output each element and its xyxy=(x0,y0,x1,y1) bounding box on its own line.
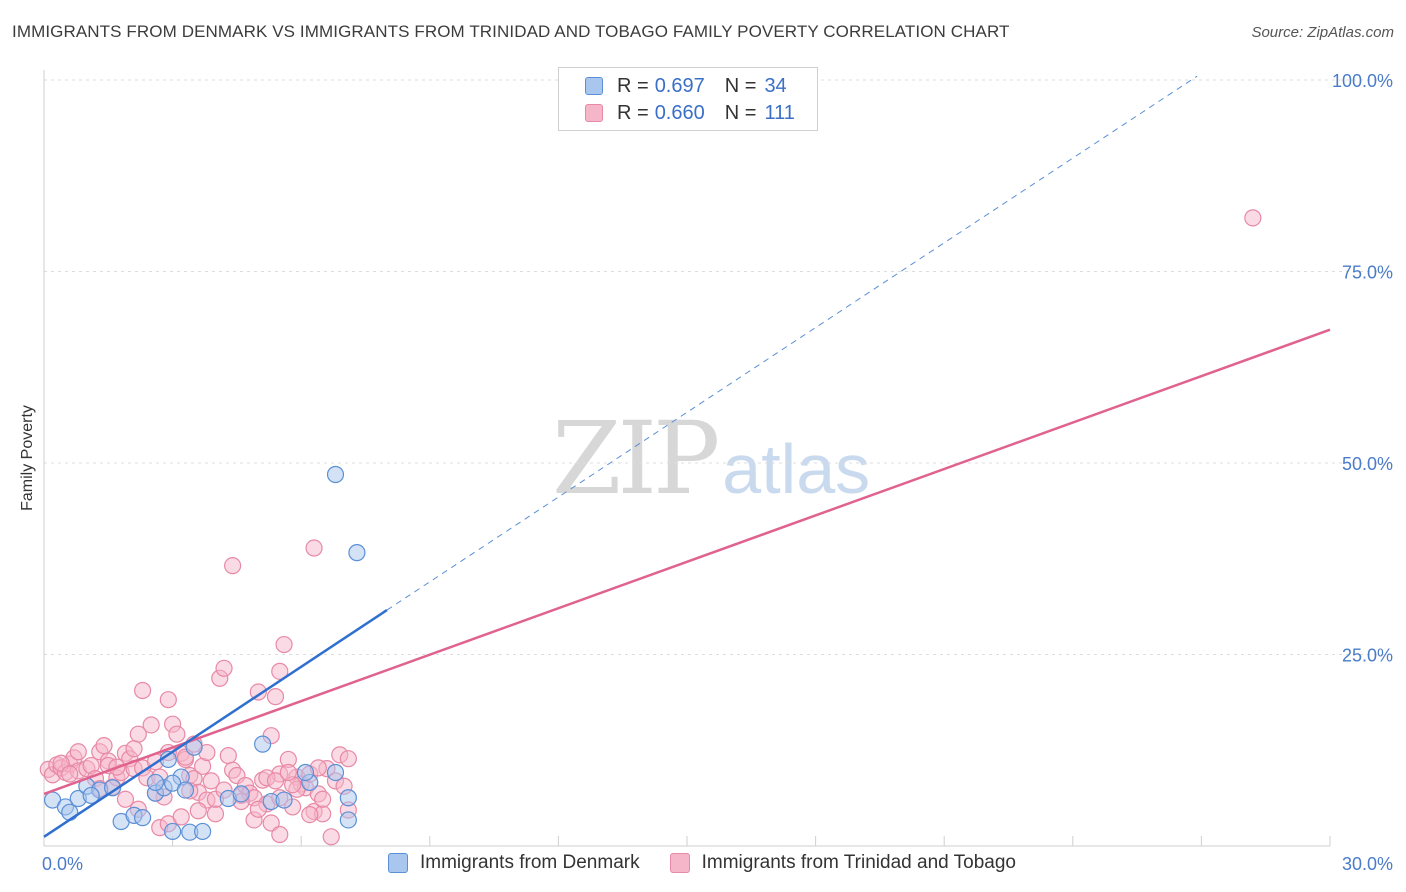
trinidad-point xyxy=(339,750,357,768)
r-value: 0.697 xyxy=(654,74,705,97)
y-tick-label: 75.0% xyxy=(1342,263,1393,283)
denmark-point xyxy=(348,544,366,562)
source-label: Source: ZipAtlas.com xyxy=(1251,24,1394,41)
n-value: 111 xyxy=(764,101,795,124)
trinidad-point xyxy=(266,772,285,790)
legend-row-trinidad: R = 0.660 N = 111 xyxy=(585,100,795,126)
trinidad-point xyxy=(305,539,323,557)
denmark-point xyxy=(296,763,315,782)
y-tick-label: 50.0% xyxy=(1342,454,1393,474)
trinidad-point xyxy=(266,688,285,706)
denmark-point xyxy=(133,809,152,827)
denmark-point xyxy=(275,791,293,809)
trinidad-point xyxy=(172,808,190,826)
denmark-swatch xyxy=(388,853,408,873)
series-legend: Immigrants from Denmark Immigrants from … xyxy=(388,852,1046,874)
trinidad-point xyxy=(133,681,152,700)
trinidad-point xyxy=(159,691,177,709)
trinidad-swatch xyxy=(585,104,603,122)
trinidad-point xyxy=(95,737,113,755)
trinidad-point xyxy=(224,557,242,575)
y-tick-label: 25.0% xyxy=(1342,646,1393,666)
trinidad-point xyxy=(189,802,207,820)
denmark-swatch xyxy=(585,77,603,95)
denmark-trend-line xyxy=(43,609,388,838)
trinidad-point xyxy=(1244,209,1262,227)
n-label: N = xyxy=(724,101,757,124)
legend-item-trinidad[interactable]: Immigrants from Trinidad and Tobago xyxy=(669,852,1016,874)
denmark-point xyxy=(254,735,272,753)
watermark-zip: ZIP xyxy=(552,400,720,517)
trinidad-point xyxy=(69,743,87,761)
legend-label-denmark: Immigrants from Denmark xyxy=(420,852,640,873)
r-label: R = xyxy=(617,101,649,124)
denmark-point xyxy=(103,779,122,797)
trinidad-point xyxy=(262,814,280,832)
denmark-point xyxy=(61,803,79,821)
x-tick-label: 30.0% xyxy=(1342,854,1393,874)
x-tick-label: 0.0% xyxy=(42,854,83,874)
trinidad-point xyxy=(279,763,297,782)
trinidad-point xyxy=(301,805,319,824)
denmark-point xyxy=(164,822,182,841)
denmark-point xyxy=(326,465,345,484)
r-label: R = xyxy=(617,74,649,97)
trinidad-point xyxy=(271,825,289,844)
denmark-point xyxy=(194,822,212,841)
n-value: 34 xyxy=(764,74,787,97)
y-tick-label: 100.0% xyxy=(1332,71,1393,91)
trinidad-point xyxy=(275,635,293,654)
trinidad-point xyxy=(142,716,160,734)
trinidad-point xyxy=(202,772,220,790)
correlation-legend: R = 0.697 N = 34 R = 0.660 N = 111 xyxy=(558,67,818,131)
watermark: ZIPatlas xyxy=(552,400,870,517)
trinidad-point xyxy=(271,662,289,680)
trinidad-trend-line xyxy=(43,328,1331,796)
denmark-point xyxy=(339,811,357,829)
legend-row-denmark: R = 0.697 N = 34 xyxy=(585,73,787,99)
trinidad-point xyxy=(314,790,332,808)
trinidad-point xyxy=(322,828,340,846)
trinidad-swatch xyxy=(669,853,690,873)
n-label: N = xyxy=(724,74,757,97)
trinidad-point xyxy=(215,659,233,677)
trinidad-point xyxy=(61,765,79,783)
trinidad-point xyxy=(125,740,143,758)
trinidad-point xyxy=(249,683,267,701)
denmark-point xyxy=(232,785,250,803)
trinidad-point xyxy=(249,800,267,818)
trinidad-point xyxy=(206,805,225,823)
trinidad-point xyxy=(168,725,186,743)
denmark-point xyxy=(176,781,195,799)
denmark-point xyxy=(339,789,357,807)
denmark-point xyxy=(146,773,165,792)
legend-label-trinidad: Immigrants from Trinidad and Tobago xyxy=(701,852,1016,873)
watermark-atlas: atlas xyxy=(722,430,871,508)
trinidad-point xyxy=(116,790,135,808)
r-value: 0.660 xyxy=(654,101,705,124)
denmark-point xyxy=(82,786,100,805)
chart-title: IMMIGRANTS FROM DENMARK VS IMMIGRANTS FR… xyxy=(12,22,1010,41)
trinidad-point xyxy=(219,747,237,765)
denmark-trend-extension xyxy=(386,75,1198,611)
denmark-point xyxy=(326,763,345,782)
legend-item-denmark[interactable]: Immigrants from Denmark xyxy=(388,852,640,874)
